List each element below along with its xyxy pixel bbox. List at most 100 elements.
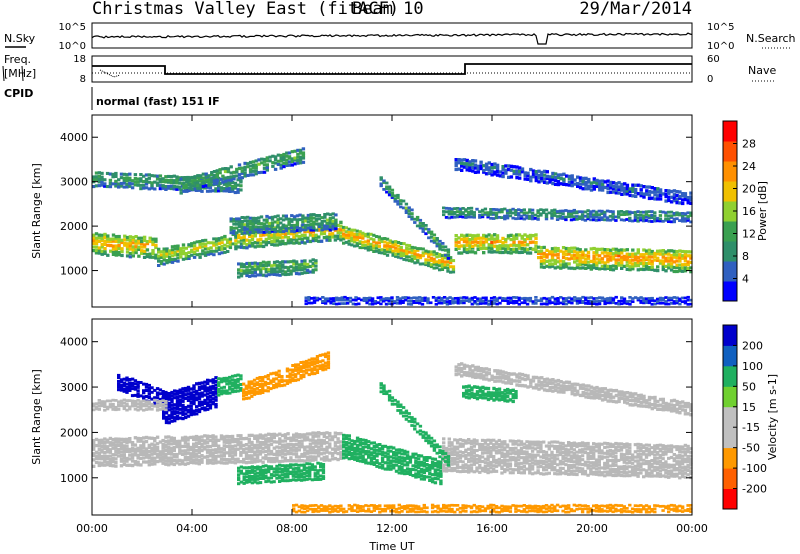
vel-cell xyxy=(155,452,160,456)
power-cell xyxy=(584,260,588,264)
vel-cell xyxy=(453,447,457,451)
vel-cell xyxy=(194,437,199,442)
vel-cell xyxy=(167,439,171,443)
power-cell xyxy=(575,256,580,260)
power-cell xyxy=(457,236,461,240)
power-cell xyxy=(556,182,561,187)
power-cell xyxy=(642,248,646,252)
power-cell xyxy=(600,218,604,221)
vel-cell xyxy=(336,457,340,462)
power-cell xyxy=(523,171,527,175)
vel-cell xyxy=(103,446,107,451)
power-cell xyxy=(493,240,497,244)
power-cell xyxy=(307,298,311,302)
power-cell xyxy=(131,241,135,245)
vel-cell xyxy=(178,439,182,443)
vel-cell xyxy=(267,456,271,461)
power-cell xyxy=(301,228,305,232)
vel-cell xyxy=(125,437,129,441)
vel-cell xyxy=(130,453,135,457)
vel-cell xyxy=(408,455,413,459)
power-cell xyxy=(435,263,439,266)
power-cell xyxy=(603,218,607,222)
power-cell xyxy=(495,297,499,300)
vel-cell xyxy=(164,462,168,466)
vel-cell xyxy=(300,459,304,463)
power-cell xyxy=(536,209,540,213)
power-cell xyxy=(454,297,458,300)
vel-cell xyxy=(583,460,588,464)
vel-cell xyxy=(622,445,626,449)
power-cell xyxy=(581,253,585,257)
vel-cell xyxy=(625,458,629,462)
vel-cell xyxy=(92,441,96,445)
power-cell xyxy=(246,230,250,234)
vel-cell xyxy=(444,449,449,453)
power-cell xyxy=(473,163,478,167)
power-cell xyxy=(265,168,269,172)
power-cell xyxy=(636,210,640,213)
power-cell xyxy=(111,172,115,176)
power-cell xyxy=(575,215,579,218)
vel-cell xyxy=(108,436,113,441)
vel-cell xyxy=(442,446,446,450)
vel-cell xyxy=(525,458,529,462)
power-cell xyxy=(634,194,638,198)
power-cell xyxy=(462,249,467,254)
power-cell xyxy=(614,302,618,305)
power-cell xyxy=(669,214,674,218)
power-cell xyxy=(669,296,674,300)
power-cell xyxy=(434,302,438,306)
vel-cell xyxy=(144,447,149,451)
power-cell xyxy=(281,214,286,218)
power-cell xyxy=(245,246,249,250)
power-cell xyxy=(451,270,456,274)
power-cell xyxy=(636,251,640,255)
vel-cell xyxy=(586,457,590,461)
power-cell xyxy=(517,296,521,300)
vel-cell xyxy=(494,461,499,465)
power-cell xyxy=(567,296,571,300)
power-cell xyxy=(379,296,383,299)
power-cell xyxy=(611,190,616,194)
power-cell xyxy=(456,296,461,300)
power-cell xyxy=(606,299,610,302)
power-cell xyxy=(578,210,582,214)
vel-cell xyxy=(369,441,374,445)
power-cell xyxy=(675,263,679,267)
vel-cell xyxy=(114,440,118,444)
vel-cell xyxy=(147,463,151,467)
vel-cell xyxy=(233,438,238,442)
vel-cell xyxy=(222,457,226,461)
vel-cell xyxy=(505,454,510,458)
power-cell xyxy=(142,251,147,255)
power-cell xyxy=(251,216,255,220)
power-cell xyxy=(214,189,218,193)
power-cell xyxy=(489,213,493,216)
power-cell xyxy=(413,252,417,256)
vel-cell xyxy=(353,449,357,453)
power-data-cells xyxy=(92,147,693,306)
vel-cell xyxy=(103,450,107,455)
vel-cell xyxy=(194,441,199,445)
power-cell xyxy=(407,250,412,254)
power-cell xyxy=(97,184,101,188)
vel-cell xyxy=(628,474,632,478)
vel-cell xyxy=(253,443,257,448)
vel-cell xyxy=(403,469,407,473)
vel-cell xyxy=(492,455,496,459)
power-cell xyxy=(620,188,624,192)
power-cell xyxy=(467,210,471,214)
vel-cell xyxy=(239,437,243,441)
power-cell xyxy=(399,242,403,245)
power-cell xyxy=(253,241,257,245)
power-cell xyxy=(544,217,549,221)
vel-cell xyxy=(522,471,526,475)
power-cell xyxy=(495,239,500,244)
power-cell xyxy=(490,247,494,251)
vel-cell xyxy=(667,475,671,479)
power-cell xyxy=(509,296,513,300)
power-cell xyxy=(117,178,121,182)
vel-cell xyxy=(500,471,504,475)
